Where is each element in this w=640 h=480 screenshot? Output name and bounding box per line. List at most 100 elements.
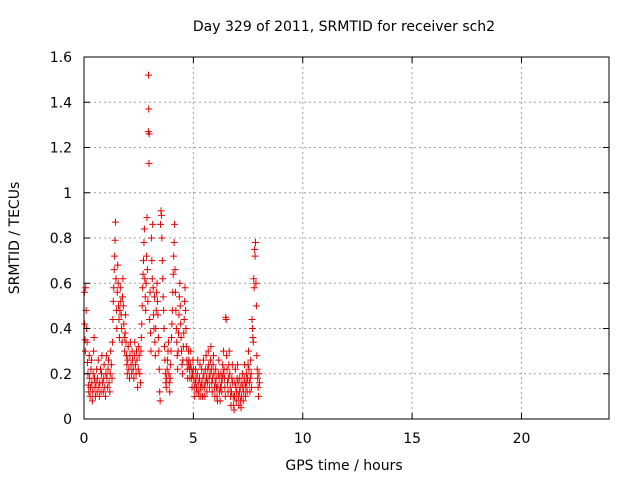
data-point	[130, 374, 138, 382]
data-point	[192, 365, 200, 373]
y-tick-label: 1.4	[50, 95, 72, 111]
data-point	[142, 279, 150, 287]
data-point	[212, 365, 220, 373]
data-point	[204, 347, 212, 355]
data-point	[162, 383, 170, 391]
y-tick-label: 0.6	[50, 276, 72, 292]
data-point	[167, 361, 175, 369]
data-point	[177, 334, 185, 342]
data-point	[172, 325, 180, 332]
data-point	[143, 252, 151, 260]
data-point	[104, 365, 112, 373]
axis-ticks: 0 5 10 15 20 0 0.2 0.4 0.6 0.8 1 1.2 1.4 1.6	[50, 50, 609, 447]
data-point	[134, 365, 142, 373]
data-point	[152, 306, 160, 314]
data-point	[248, 315, 256, 323]
data-point	[90, 334, 98, 342]
data-point	[211, 379, 219, 387]
data-point	[170, 252, 178, 260]
data-point	[247, 370, 255, 378]
data-point	[219, 361, 227, 369]
data-point	[83, 338, 91, 346]
data-point	[131, 361, 139, 369]
data-point	[180, 329, 188, 337]
data-point	[159, 293, 167, 301]
data-point	[147, 329, 154, 337]
data-point	[135, 343, 143, 351]
data-point	[154, 334, 162, 342]
data-point	[237, 404, 245, 412]
data-point	[148, 275, 156, 283]
data-point	[176, 279, 184, 287]
data-points	[80, 71, 263, 414]
data-point	[186, 361, 194, 369]
data-point	[252, 279, 260, 287]
data-point	[85, 352, 93, 360]
data-point	[202, 352, 210, 360]
data-point	[168, 320, 176, 328]
data-point	[149, 284, 157, 292]
data-point	[112, 275, 120, 283]
data-point	[223, 365, 231, 373]
data-point	[168, 334, 175, 342]
data-point	[199, 356, 207, 364]
data-point	[182, 325, 190, 332]
data-point	[250, 284, 258, 292]
data-point	[147, 347, 155, 355]
data-point	[247, 356, 255, 364]
data-point	[231, 365, 239, 373]
data-point	[154, 297, 161, 305]
data-point	[230, 406, 238, 414]
data-point	[101, 392, 109, 400]
data-point	[114, 261, 122, 269]
data-point	[234, 361, 242, 369]
data-point	[107, 361, 115, 369]
data-point	[136, 370, 144, 378]
data-point	[253, 365, 261, 373]
data-point	[105, 379, 113, 387]
data-point	[131, 338, 139, 346]
data-point	[99, 388, 107, 396]
data-point	[146, 315, 154, 323]
data-point	[155, 347, 163, 355]
x-tick-label: 10	[294, 431, 312, 447]
data-point	[90, 347, 98, 355]
data-point	[153, 288, 161, 296]
data-point	[193, 370, 201, 378]
data-point	[249, 338, 257, 346]
data-point	[180, 315, 188, 323]
data-point	[178, 370, 186, 378]
data-point	[140, 225, 148, 233]
data-point	[149, 220, 157, 228]
y-tick-label: 0.4	[50, 322, 72, 338]
data-point	[246, 388, 254, 396]
data-point	[171, 220, 179, 228]
data-point	[105, 356, 112, 364]
data-point	[108, 338, 116, 346]
data-point	[151, 338, 159, 346]
data-point	[94, 356, 102, 364]
data-point	[175, 293, 183, 301]
data-point	[165, 370, 173, 378]
data-point	[223, 352, 231, 360]
data-point	[88, 397, 96, 405]
data-point	[110, 284, 118, 292]
data-point	[115, 315, 123, 323]
data-point	[138, 302, 146, 310]
data-point	[146, 288, 154, 296]
data-point	[216, 397, 224, 405]
data-point	[174, 365, 182, 373]
data-point	[133, 356, 141, 364]
data-point	[169, 270, 177, 278]
data-point	[173, 352, 181, 360]
data-point	[148, 257, 156, 265]
data-point	[181, 284, 189, 292]
data-point	[252, 302, 260, 310]
data-point	[222, 315, 230, 323]
chart-title: Day 329 of 2011, SRMTID for receiver sch…	[193, 19, 495, 35]
data-point	[106, 370, 114, 378]
data-point	[159, 275, 167, 283]
data-point	[89, 370, 97, 378]
data-point	[218, 388, 226, 396]
data-point	[145, 159, 153, 167]
